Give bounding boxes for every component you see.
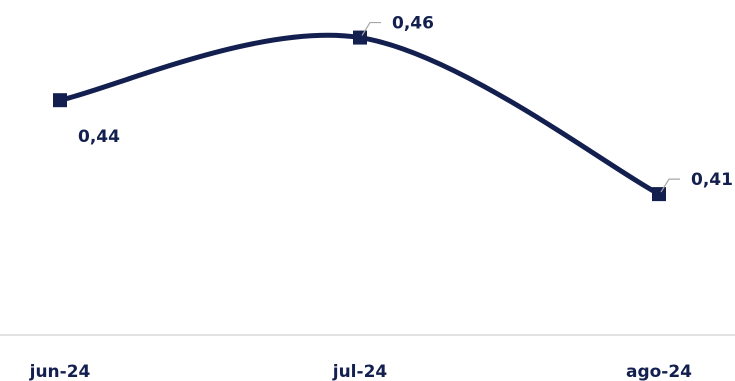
data-point-marker-jul-24 [353, 30, 367, 45]
data-point-marker-ago-24 [652, 187, 666, 202]
x-tick-label-jun-24: jun-24 [29, 362, 91, 381]
data-label-jun-24: 0,44 [78, 127, 120, 147]
data-label-jul-24: 0,46 [392, 14, 434, 34]
leader-line-ago-24 [660, 178, 680, 193]
series-line [57, 32, 662, 197]
data-label-ago-24: 0,41 [691, 170, 733, 190]
data-point-marker-jun-24 [53, 93, 67, 108]
x-tick-label-ago-24: ago-24 [626, 362, 692, 381]
x-tick-label-jul-24: jul-24 [332, 362, 388, 381]
leader-line-jul-24 [361, 21, 381, 36]
